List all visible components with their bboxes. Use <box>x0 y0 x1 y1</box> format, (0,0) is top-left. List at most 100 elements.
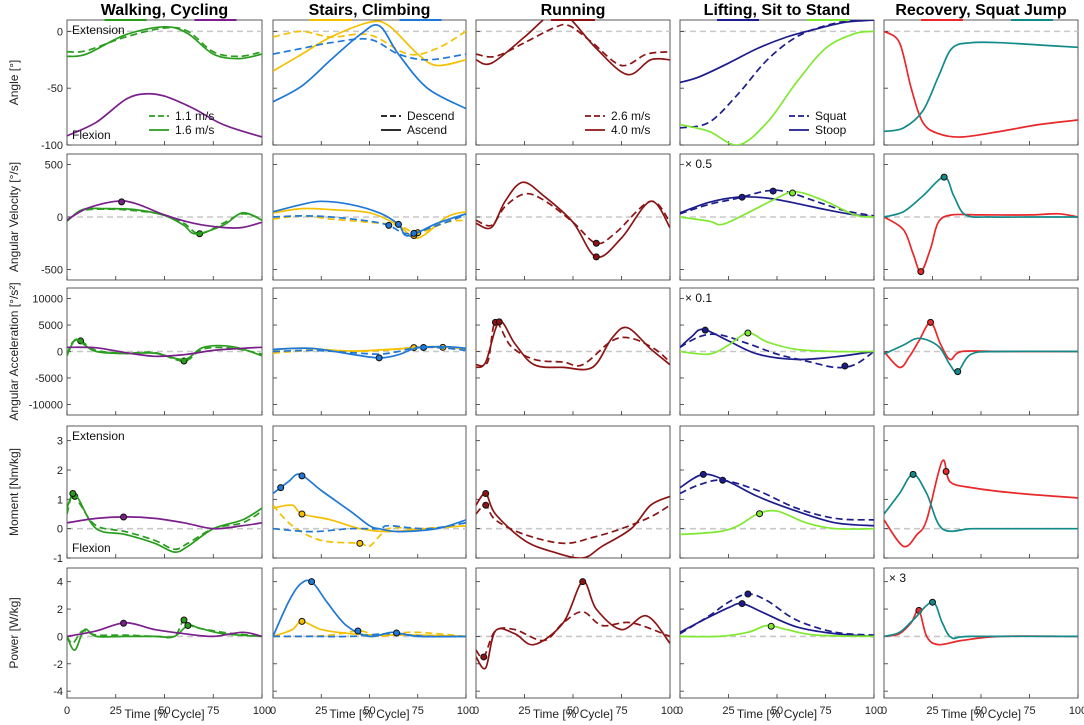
x-tick-label: 0 <box>881 705 887 717</box>
x-tick-label: 25 <box>110 705 122 717</box>
x-tick-label: 25 <box>315 705 327 717</box>
series-line <box>273 504 466 533</box>
series-line <box>67 207 262 235</box>
y-tick-label: 4 <box>57 577 63 589</box>
peak-marker <box>354 627 362 635</box>
peak-marker <box>738 193 746 201</box>
series-line <box>273 37 466 61</box>
series-line <box>67 339 262 362</box>
x-axis-label: Time [% Cycle] <box>329 707 409 721</box>
series-line <box>476 20 670 76</box>
peak-marker <box>394 220 402 228</box>
series-line <box>476 492 670 558</box>
series-line <box>476 320 670 371</box>
series-line <box>67 200 262 229</box>
series-line <box>680 195 874 218</box>
series-line <box>273 24 466 110</box>
peak-marker <box>917 268 925 276</box>
series-line <box>273 200 466 237</box>
series-line <box>273 473 466 533</box>
series-line <box>680 20 874 84</box>
y-tick-label: -500 <box>41 265 63 277</box>
series-line <box>273 214 466 235</box>
panel-annotation: Flexion <box>72 541 111 555</box>
peak-marker <box>942 467 950 475</box>
peak-marker <box>120 619 128 627</box>
peak-marker <box>356 539 364 547</box>
peak-marker <box>298 472 306 480</box>
series-line <box>884 30 1078 138</box>
panel-annotation: × 0.5 <box>685 157 712 171</box>
panel-annotation: Extension <box>72 23 125 37</box>
series-line <box>680 332 874 356</box>
peak-marker <box>744 590 752 598</box>
x-axis-label: Time [% Cycle] <box>941 707 1021 721</box>
series-line <box>680 333 874 369</box>
series-line <box>476 580 670 670</box>
panel-annotation: × 3 <box>889 571 906 585</box>
legend-label: 2.6 m/s <box>611 109 650 123</box>
series-line <box>273 346 466 355</box>
y-tick-label: 500 <box>45 160 63 172</box>
column-title: Walking, Cycling <box>101 2 228 19</box>
series-line <box>67 516 262 530</box>
x-tick-label: 100 <box>661 705 679 717</box>
peak-marker <box>927 318 935 326</box>
x-tick-label: 0 <box>677 705 683 717</box>
peak-marker <box>393 629 401 637</box>
legend-label: Squat <box>815 109 847 123</box>
peak-marker <box>841 362 849 370</box>
x-tick-label: 100 <box>253 705 271 717</box>
legend-label: Descend <box>407 109 454 123</box>
series-line <box>680 479 874 521</box>
peak-marker <box>767 622 775 630</box>
y-tick-label: -1 <box>53 553 63 565</box>
y-tick-label: -5000 <box>35 373 63 385</box>
series-line <box>67 346 262 358</box>
series-line <box>884 609 1078 646</box>
y-tick-label: 2 <box>57 604 63 616</box>
x-tick-label: 75 <box>1023 705 1035 717</box>
series-line <box>273 521 466 533</box>
series-line <box>67 492 262 551</box>
peak-marker <box>744 329 752 337</box>
x-tick-label: 75 <box>615 705 627 717</box>
x-tick-label: 50 <box>567 705 579 717</box>
series-line <box>680 602 874 638</box>
peak-marker <box>308 578 316 586</box>
series-line <box>273 345 466 359</box>
x-tick-label: 50 <box>158 705 170 717</box>
x-axis-label: Time [% Cycle] <box>533 707 613 721</box>
y-tick-label: -2 <box>53 659 63 671</box>
peak-marker <box>954 368 962 376</box>
row-label: Angular Acceleration [°/s²] <box>7 282 21 420</box>
column-title: Recovery, Squat Jump <box>895 2 1067 19</box>
peak-marker <box>298 617 306 625</box>
x-tick-label: 75 <box>819 705 831 717</box>
peak-marker <box>184 621 192 629</box>
row-label: Angular Velocity [°/s] <box>7 162 21 272</box>
peak-marker <box>482 489 490 497</box>
x-tick-label: 100 <box>865 705 883 717</box>
peak-marker <box>118 198 126 206</box>
peak-marker <box>385 221 393 229</box>
series-line <box>273 30 466 56</box>
peak-marker <box>482 501 490 509</box>
panel-frame <box>883 567 1079 699</box>
row-label: Power [W/kg] <box>7 597 21 668</box>
y-tick-label: 5000 <box>39 320 63 332</box>
series-line <box>680 20 874 129</box>
peak-marker <box>592 253 600 261</box>
peak-marker <box>277 484 285 492</box>
y-tick-label: 0 <box>57 347 63 359</box>
series-line <box>884 473 1078 533</box>
x-tick-label: 75 <box>207 705 219 717</box>
series-line <box>273 20 466 72</box>
series-line <box>680 328 874 361</box>
y-tick-label: 0 <box>57 524 63 536</box>
x-tick-label: 100 <box>1069 705 1084 717</box>
row-label: Moment [Nm/kg] <box>7 448 21 536</box>
peak-marker <box>410 229 418 237</box>
y-tick-label: 1 <box>57 494 63 506</box>
series-line <box>476 321 670 367</box>
